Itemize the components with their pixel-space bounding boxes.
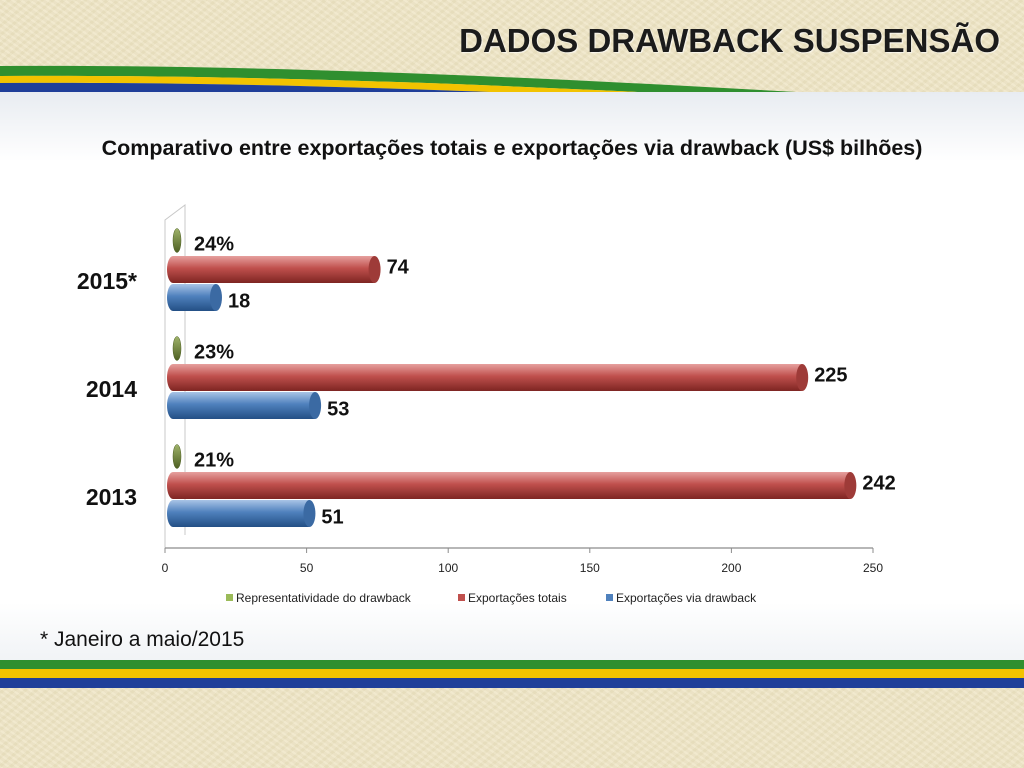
category-label: 2015*	[77, 268, 137, 294]
bar-end-cap	[368, 256, 381, 283]
bar-end-cap	[209, 284, 222, 311]
bar-share	[172, 444, 182, 469]
data-label-drawback: 18	[228, 291, 250, 313]
band-stripe-green	[0, 660, 1024, 669]
x-tick-label: 0	[162, 561, 169, 575]
band-stripe-green	[0, 65, 1024, 114]
bars-layer	[167, 228, 857, 527]
legend-swatch	[226, 594, 233, 601]
x-tick-label: 200	[721, 561, 741, 575]
bar-start-cap	[167, 364, 179, 391]
category-label: 2014	[86, 376, 137, 402]
bar-total	[173, 472, 851, 499]
bar-total	[173, 364, 803, 391]
bar-total	[173, 256, 375, 283]
band-stripe-yellow	[0, 75, 1024, 120]
data-label-total: 225	[814, 365, 847, 387]
data-label-share: 24%	[194, 234, 234, 256]
legend-entry: Exportações totais	[468, 591, 567, 605]
bar-drawback	[173, 500, 310, 527]
bottom-decorative-band	[0, 660, 1024, 688]
bar-drawback	[173, 284, 216, 311]
band-stripe-blue	[0, 678, 1024, 688]
labels-layer: 2015* 24% 74 18 2014 23% 225 53 2013 21% 242 51	[77, 234, 896, 529]
bar-start-cap	[167, 472, 179, 499]
data-label-share: 21%	[194, 450, 234, 472]
footnote: * Janeiro a maio/2015	[40, 628, 245, 651]
x-tick-label: 100	[438, 561, 458, 575]
data-label-total: 74	[387, 257, 410, 279]
bar-start-cap	[167, 284, 179, 311]
legend: Representatividade do drawback Exportaçõe…	[226, 591, 757, 605]
legend-entry: Exportações via drawback	[616, 591, 757, 605]
data-label-total: 242	[862, 473, 895, 495]
bar-start-cap	[167, 256, 179, 283]
bar-drawback	[173, 392, 316, 419]
x-tick-label: 50	[300, 561, 314, 575]
chart-title: Comparativo entre exportações totais e e…	[101, 136, 923, 160]
data-label-drawback: 53	[327, 399, 349, 421]
band-stripe-yellow	[0, 669, 1024, 678]
bar-end-cap	[303, 500, 316, 527]
x-tick-label: 150	[580, 561, 600, 575]
bar-share	[172, 228, 182, 253]
data-label-drawback: 51	[321, 507, 343, 529]
legend-swatch	[606, 594, 613, 601]
legend-swatch	[458, 594, 465, 601]
bar-share	[172, 336, 182, 361]
slide-title: DADOS DRAWBACK SUSPENSÃO	[459, 22, 1000, 59]
axis-layer: 0 50 100 150 200 250	[162, 204, 883, 575]
data-label-share: 23%	[194, 342, 234, 364]
bar-end-cap	[309, 392, 322, 419]
bar-end-cap	[796, 364, 809, 391]
bar-end-cap	[844, 472, 857, 499]
category-label: 2013	[86, 484, 137, 510]
x-tick-label: 250	[863, 561, 883, 575]
bar-start-cap	[167, 392, 179, 419]
legend-entry: Representatividade do drawback	[236, 591, 412, 605]
bar-start-cap	[167, 500, 179, 527]
